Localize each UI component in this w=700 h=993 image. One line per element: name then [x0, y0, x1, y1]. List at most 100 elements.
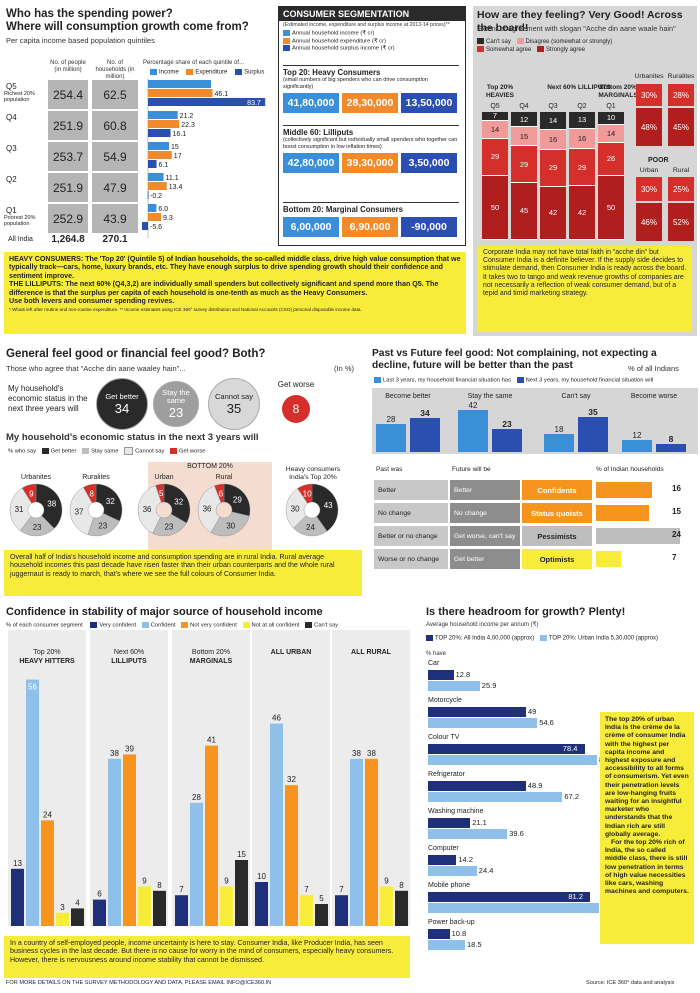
s5-future-value: 35 — [588, 407, 598, 417]
s5-past-value: 12 — [633, 431, 642, 440]
s3-bar-segment: 29 — [569, 149, 595, 187]
s6-bar-value: 41 — [207, 736, 216, 745]
donut-value: 43 — [324, 501, 333, 510]
s5-future-bar — [492, 429, 522, 452]
s5-future-cell: Get better — [450, 549, 520, 569]
seg-values-row: 41,80,000 28,30,000 13,50,000 — [283, 93, 459, 113]
s6-bar — [175, 895, 188, 926]
s6-bar-value: 3 — [60, 903, 65, 912]
s6-group-label: LILLIPUTS — [111, 658, 147, 665]
s6-legend: % of each consumer segment Very confiden… — [6, 622, 339, 629]
s7-value-urban: 39.6 — [509, 829, 524, 838]
s7-bar-top20 — [428, 929, 450, 939]
donut-value: 6 — [219, 489, 224, 498]
s6-bar-value: 28 — [192, 793, 201, 802]
s6-bar — [153, 890, 166, 926]
circle-value: 35 — [226, 400, 242, 416]
people-cell: 253.7 — [48, 142, 88, 171]
s3-bar-segment: 13 — [569, 112, 595, 129]
s7-bar-urban — [428, 903, 599, 913]
s1-description-box: HEAVY CONSUMERS: The 'Top 20' (Quintile … — [4, 252, 466, 334]
s7-item-name: Mobile phone — [428, 882, 471, 889]
quintile-bar — [148, 204, 157, 212]
donut-label: Urban — [154, 474, 174, 481]
seg-value-box: 42,80,000 — [283, 153, 339, 173]
s6-bar — [71, 908, 84, 926]
donut-value: 23 — [164, 522, 173, 531]
s3-col-header: Q3 — [548, 103, 558, 110]
households-cell: 47.9 — [92, 173, 138, 202]
s5-unit: % of all Indians — [628, 364, 679, 373]
quintile-sublabel: Poorest 20% population — [4, 215, 36, 227]
s3-pct-box: 28% — [668, 84, 694, 106]
s3-bar-segment: 12 — [511, 112, 537, 128]
s7-item-name: Power back-up — [428, 919, 475, 926]
s3-bar-segment: 16 — [569, 128, 595, 150]
seg-group: Middle 60: Lilliputs (collectively signif… — [283, 125, 459, 173]
donut-value: 30 — [226, 522, 235, 531]
s5-future-cell: No change — [450, 503, 520, 523]
s4-note: Those who agree that "Acche din aane waa… — [6, 364, 186, 373]
quintile-sublabel: Richest 20% population — [4, 91, 35, 103]
s7-bar-urban — [428, 829, 508, 839]
seg-value-box: 6,00,000 — [283, 217, 339, 237]
s7-bar-top20 — [428, 781, 526, 791]
footer-note: FOR MORE DETAILS ON THE SURVEY METHODOLO… — [6, 980, 272, 986]
s3-segment-label: Rural — [672, 167, 690, 174]
s7-have: % have — [426, 651, 447, 657]
s6-bar — [93, 899, 106, 926]
s3-bar-segment: 45 — [511, 182, 537, 240]
donut-label: Ruralites — [82, 474, 110, 481]
spending-power-section: Who has the spending power? Where will c… — [4, 6, 274, 336]
quintile-bar — [148, 182, 167, 190]
households-cell: 43.9 — [92, 204, 138, 233]
s7-value-urban: 25.9 — [481, 681, 497, 690]
s5-table-header: Past was — [376, 466, 403, 473]
seg-value-box: 3,50,000 — [401, 153, 457, 173]
s6-bar — [220, 886, 233, 926]
s5-category: Can't say — [562, 393, 591, 400]
s5-future-bar — [410, 418, 440, 452]
s5-future-value: 34 — [420, 408, 430, 418]
s5-past-value: 28 — [387, 415, 396, 424]
s7-bar-urban — [428, 681, 480, 691]
s6-group-label: HEAVY HITTERS — [19, 658, 75, 665]
legend-surplus-swatch — [235, 69, 243, 75]
s3-pct-box: 48% — [636, 108, 662, 146]
all-india-households: 270.1 — [102, 234, 128, 245]
s6-group-label: Bottom 20% — [192, 649, 230, 656]
s6-description-box: In a country of self-employed people, in… — [4, 936, 410, 978]
s7-bar-top20 — [428, 818, 471, 828]
donut-value: 8 — [90, 490, 95, 499]
s3-subtitle: Extent of agreement with slogan "Acche d… — [477, 24, 676, 33]
s5-past-value: 42 — [469, 401, 478, 410]
s3-bar-segment: 29 — [482, 138, 508, 176]
s6-group-label: ALL RURAL — [351, 649, 392, 656]
outcome-circle: 8 — [282, 395, 310, 423]
seg-group-desc: (small numbers of big spenders who can d… — [283, 77, 428, 90]
s6-bar-value: 8 — [157, 881, 162, 890]
donut-slice — [83, 483, 97, 504]
s6-bar-value: 7 — [179, 885, 184, 894]
s3-col-header: Q4 — [519, 103, 529, 110]
households-cell: 62.5 — [92, 80, 138, 109]
s3-bar-segment: 29 — [511, 146, 537, 183]
s7-value-top20: 21.1 — [472, 818, 487, 827]
s5-future-cell: Get worse, can't say — [450, 526, 520, 546]
circle-value: 34 — [114, 400, 130, 416]
s5-segment-cell: Pessimists — [522, 526, 592, 546]
donut-slice — [197, 485, 222, 533]
s6-bar-value: 8 — [399, 881, 404, 890]
people-cell: 251.9 — [48, 111, 88, 140]
col-share-header: Percentage share of each quintile of... — [143, 60, 245, 66]
seg-group-title: Middle 60: Lilliputs — [283, 128, 354, 137]
s6-bar-value: 39 — [125, 744, 134, 753]
donut-chart: 29 30 36 6 — [197, 483, 251, 537]
donut-value: 10 — [303, 490, 312, 499]
s3-group-header: Top 20% HEAVIES — [485, 84, 515, 99]
bottom20-label: BOTTOM 20% — [187, 463, 233, 470]
s5-past-cell: Better — [374, 480, 448, 500]
s5-past-cell: No change — [374, 503, 448, 523]
heavy-consumers-label: Heavy consumers India's Top 20% — [285, 466, 341, 481]
